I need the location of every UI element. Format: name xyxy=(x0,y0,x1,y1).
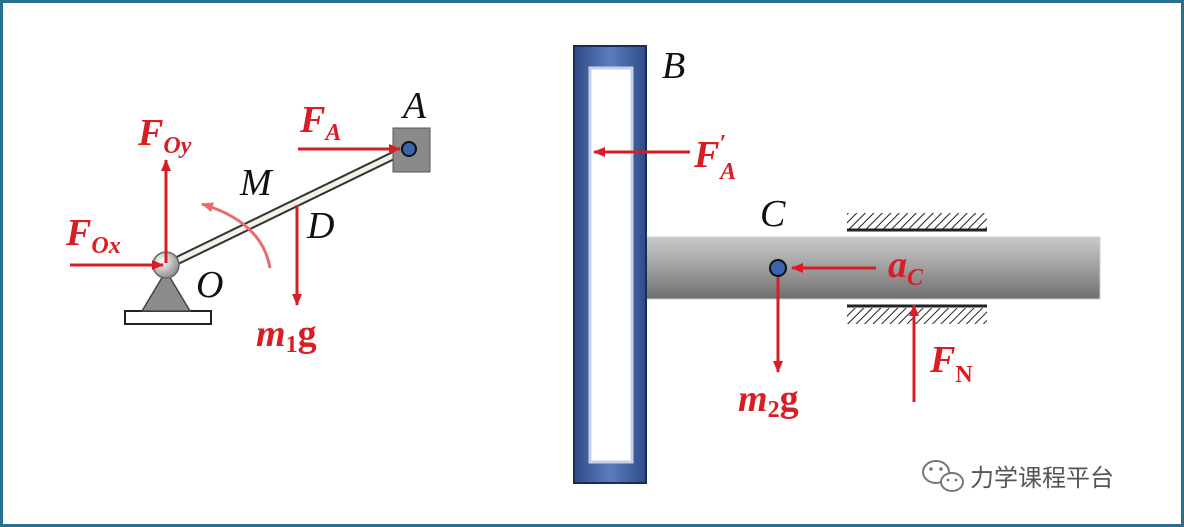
label-D: D xyxy=(306,205,334,247)
label-A: A xyxy=(400,85,427,127)
label-B: B xyxy=(662,45,685,87)
slot-B xyxy=(588,66,634,464)
watermark-text: 力学课程平台 xyxy=(970,464,1114,492)
pivot-support xyxy=(140,269,192,312)
label-M: M xyxy=(239,162,274,204)
rotation-arc-icon xyxy=(201,202,272,269)
crank-rod xyxy=(163,145,412,269)
guide-bottom-hatch xyxy=(847,308,987,324)
point-C xyxy=(769,259,787,277)
label-m2g: m2g xyxy=(738,378,799,423)
watermark: 力学课程平台 xyxy=(922,460,1114,492)
label-F-N: FN xyxy=(929,339,973,388)
label-m1g: m1g xyxy=(256,313,317,358)
guide-top-hatch xyxy=(847,213,987,229)
label-F-A: FA xyxy=(299,99,341,146)
label-a-C: aC xyxy=(888,244,924,291)
label-F-Ox: FOx xyxy=(65,212,121,259)
ground-plate xyxy=(124,310,212,325)
wechat-icon xyxy=(922,460,964,492)
pin-A xyxy=(401,141,417,157)
label-O: O xyxy=(196,264,223,306)
label-F-Oy: FOy xyxy=(137,112,192,159)
label-C: C xyxy=(760,193,786,235)
label-F-A-prime: F′ A xyxy=(693,131,736,185)
